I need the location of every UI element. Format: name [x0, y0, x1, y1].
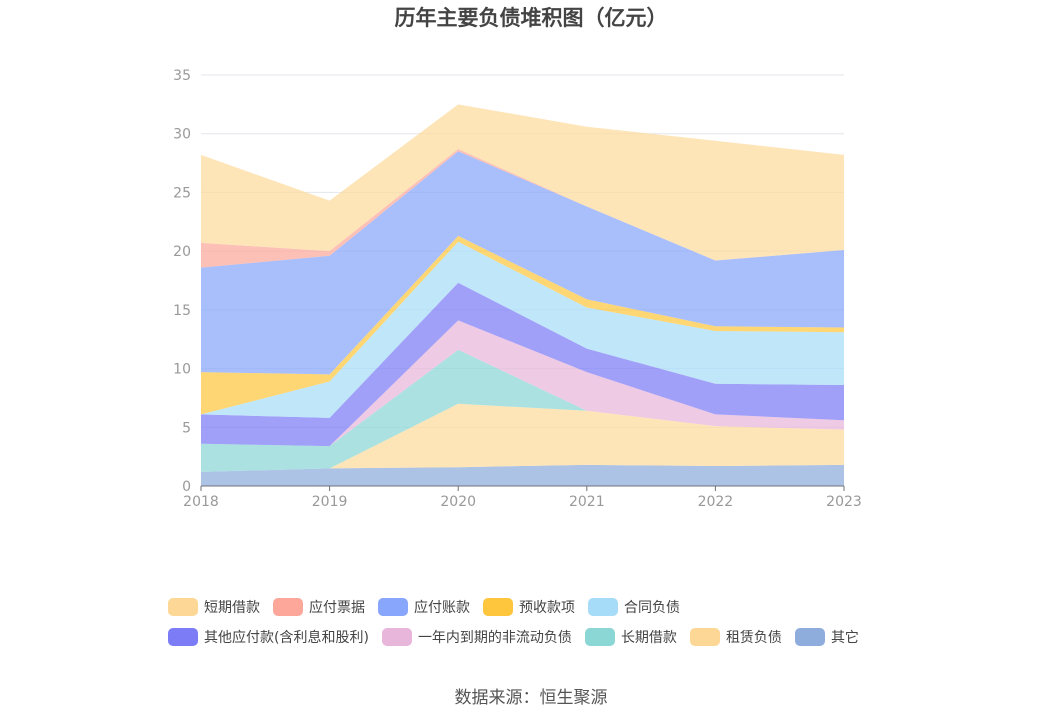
legend-label: 合同负债 — [624, 600, 680, 616]
legend-label: 预收款项 — [519, 600, 575, 616]
legend-item[interactable]: 其他应付款(含利息和股利) — [168, 627, 369, 647]
legend-label: 租赁负债 — [725, 630, 782, 646]
x-tick-label: 2020 — [440, 494, 476, 510]
area-应付票据 — [201, 149, 844, 268]
y-tick-label: 30 — [173, 127, 191, 143]
y-tick-label: 35 — [173, 68, 191, 84]
legend-swatch — [378, 598, 408, 616]
legend-row-2: 其他应付款(含利息和股利) 一年内到期的非流动负债 长期借款 租赁负债 其它 — [168, 622, 908, 652]
area-短期借款 — [201, 104, 844, 261]
legend-label: 短期借款 — [204, 600, 260, 616]
chart-title: 历年主要负债堆积图（亿元） — [394, 6, 668, 30]
legend-swatch — [273, 598, 303, 616]
x-tick-label: 2022 — [698, 494, 734, 510]
y-tick-label: 15 — [173, 303, 191, 319]
legend-item[interactable]: 一年内到期的非流动负债 — [381, 627, 572, 647]
legend-swatch — [689, 628, 720, 646]
area-series — [201, 104, 844, 486]
legend-label: 其他应付款(含利息和股利) — [204, 630, 369, 646]
legend-swatch — [588, 598, 618, 616]
area-应付账款 — [201, 151, 844, 375]
area-合同负债 — [201, 241, 844, 418]
area-一年内到期的非流动负债 — [201, 320, 844, 447]
x-tick-label: 2023 — [826, 494, 862, 510]
stacked-area-chart: 0 5 10 15 20 25 30 35 2018 2019 2020 2021 2022 2023 — [173, 68, 862, 510]
legend-item[interactable]: 其它 — [794, 627, 859, 647]
data-source: 数据来源：恒生聚源 — [454, 688, 608, 708]
legend-label: 长期借款 — [620, 630, 677, 646]
y-tick-label: 0 — [182, 479, 191, 495]
area-其它 — [201, 464, 844, 486]
legend-item[interactable]: 应付票据 — [273, 597, 365, 617]
legend-item[interactable]: 合同负债 — [588, 597, 680, 617]
y-tick-label: 5 — [182, 420, 191, 436]
x-tick-label: 2019 — [312, 494, 348, 510]
legend-swatch — [584, 628, 615, 646]
legend-swatch — [794, 628, 825, 646]
legend-swatch — [168, 598, 198, 616]
legend-row-1: 短期借款 应付票据 应付账款 预收款项 合同负债 — [168, 592, 908, 622]
area-其他应付款(含利息和股利) — [201, 282, 844, 447]
legend: 短期借款 应付票据 应付账款 预收款项 合同负债 其他应付款(含利息和股利) 一… — [168, 592, 908, 652]
y-tick-label: 25 — [173, 185, 191, 201]
legend-item[interactable]: 租赁负债 — [689, 627, 782, 647]
axes: 0 5 10 15 20 25 30 35 2018 2019 2020 2021 2022 2023 — [173, 68, 862, 510]
legend-item[interactable]: 应付账款 — [378, 597, 470, 617]
x-tick-label: 2021 — [569, 494, 605, 510]
x-tick-label: 2018 — [183, 494, 219, 510]
area-租赁负债 — [201, 403, 844, 472]
legend-label: 应付账款 — [414, 600, 470, 616]
y-tick-label: 10 — [173, 362, 191, 378]
legend-item[interactable]: 长期借款 — [584, 627, 677, 647]
y-tick-label: 20 — [173, 244, 191, 260]
legend-swatch — [168, 628, 198, 646]
legend-item[interactable]: 预收款项 — [483, 597, 575, 617]
legend-swatch — [483, 598, 513, 616]
legend-swatch — [381, 628, 412, 646]
legend-label: 其它 — [830, 630, 859, 646]
legend-item[interactable]: 短期借款 — [168, 597, 260, 617]
legend-label: 一年内到期的非流动负债 — [417, 630, 572, 646]
area-预收款项 — [201, 235, 844, 415]
area-长期借款 — [201, 349, 844, 472]
legend-label: 应付票据 — [309, 600, 365, 616]
